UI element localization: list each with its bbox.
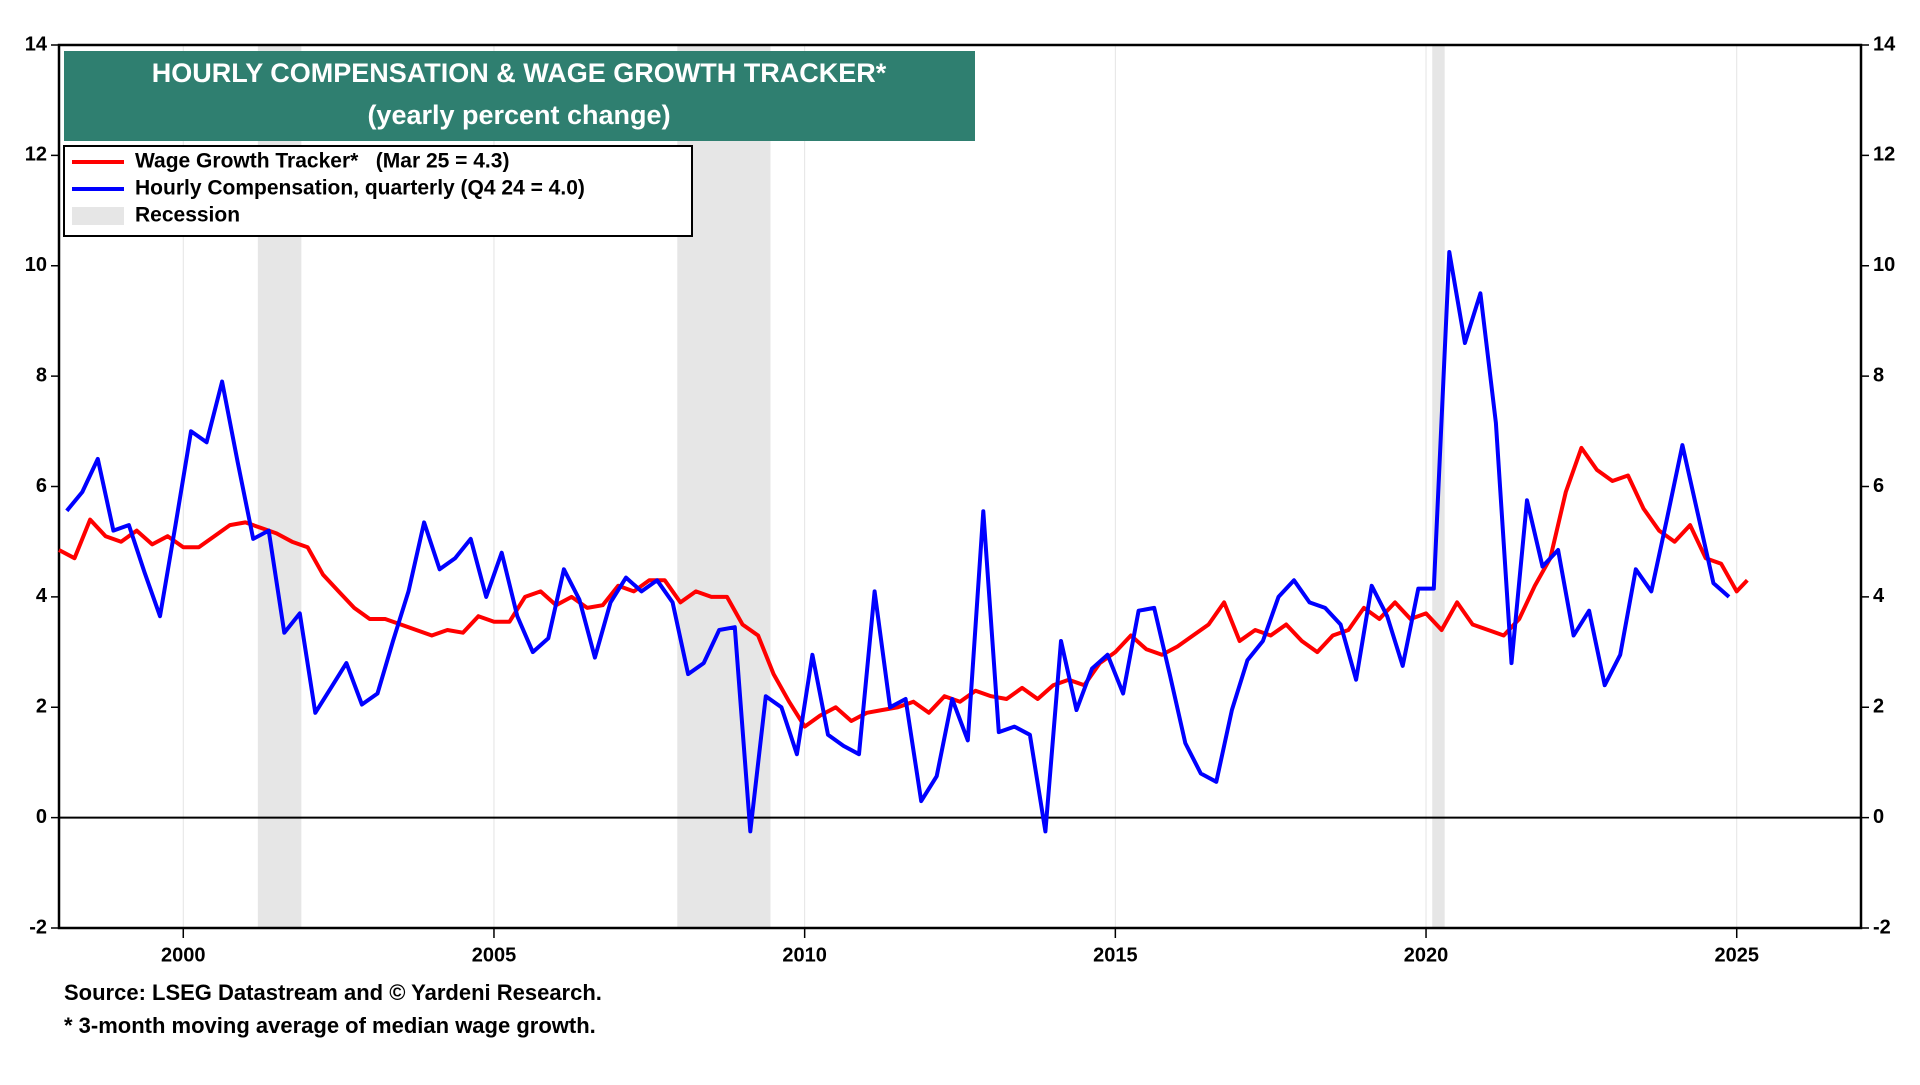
y-tick-label: -2 (29, 916, 47, 938)
y2-tick-label: 14 (1873, 33, 1896, 55)
y-tick-label: 14 (25, 33, 48, 55)
y2-tick-label: 6 (1873, 475, 1884, 497)
y2-tick-label: 8 (1873, 364, 1884, 386)
x-tick-label: 2020 (1404, 944, 1449, 966)
y-tick-label: 2 (36, 696, 47, 718)
y-tick-label: 8 (36, 364, 47, 386)
y2-tick-label: 0 (1873, 806, 1884, 828)
legend-swatch (72, 207, 124, 225)
y-tick-label: 4 (36, 585, 48, 607)
y2-tick-label: 4 (1873, 585, 1885, 607)
y2-tick-label: -2 (1873, 916, 1891, 938)
title-box (64, 51, 975, 141)
x-tick-label: 2010 (782, 944, 827, 966)
y-tick-label: 0 (36, 806, 47, 828)
y-tick-label: 6 (36, 475, 47, 497)
plot-frame (57, 43, 1863, 930)
footnote: * 3-month moving average of median wage … (64, 1013, 596, 1038)
y2-tick-label: 10 (1873, 254, 1895, 276)
legend-label: Recession (135, 204, 240, 227)
legend-label: Wage Growth Tracker* (Mar 25 = 4.3) (135, 150, 509, 173)
y2-tick-label: 12 (1873, 144, 1895, 166)
y-tick-label: 12 (25, 144, 47, 166)
legend-label: Hourly Compensation, quarterly (Q4 24 = … (135, 177, 585, 200)
source-note: Source: LSEG Datastream and © Yardeni Re… (64, 980, 602, 1005)
series-line (65, 250, 1731, 834)
legend-box (63, 145, 693, 237)
chart-subtitle: (yearly percent change) (367, 100, 670, 130)
y2-tick-label: 2 (1873, 696, 1884, 718)
chart-title: HOURLY COMPENSATION & WAGE GROWTH TRACKE… (152, 58, 887, 88)
y-tick-label: 10 (25, 254, 47, 276)
x-tick-label: 2015 (1093, 944, 1138, 966)
x-tick-label: 2025 (1714, 944, 1759, 966)
x-tick-label: 2000 (161, 944, 206, 966)
x-tick-label: 2005 (472, 944, 517, 966)
legend: Wage Growth Tracker* (Mar 25 = 4.3) Hourl… (63, 145, 693, 237)
